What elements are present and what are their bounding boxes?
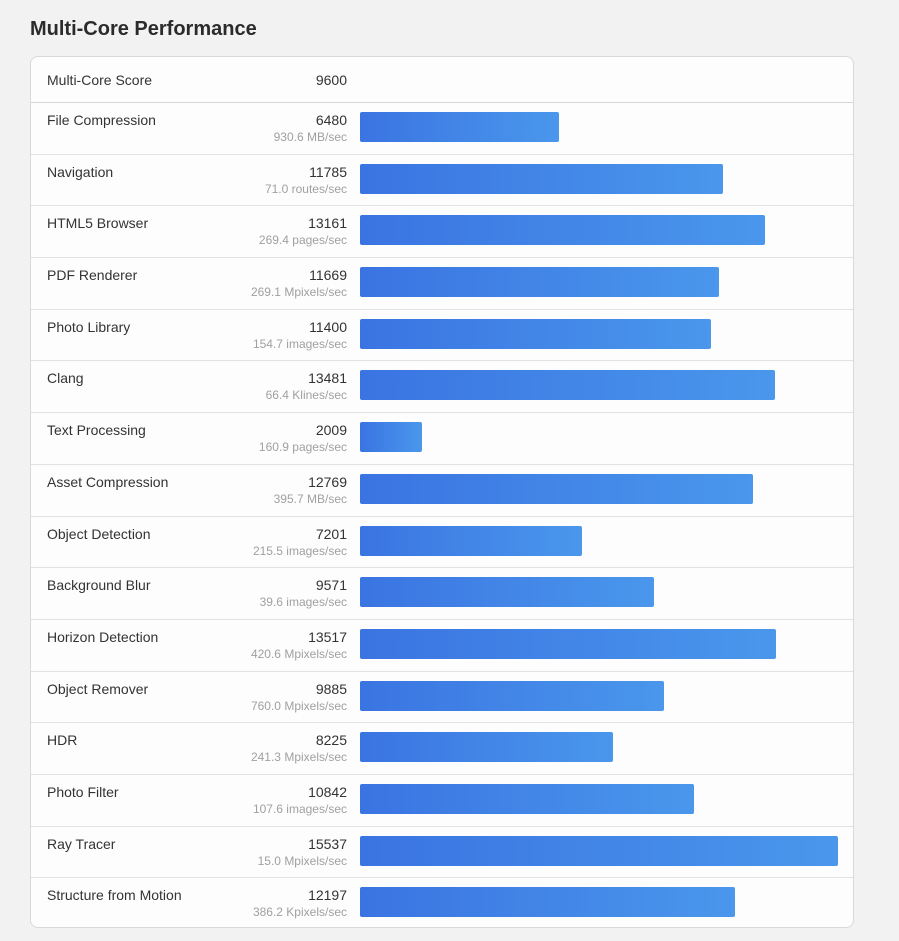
benchmark-rate: 760.0 Mpixels/sec <box>250 698 347 713</box>
summary-row: Multi-Core Score 9600 <box>31 57 853 103</box>
benchmark-name: Asset Compression <box>47 473 169 490</box>
benchmark-score: 13481 <box>308 370 347 387</box>
benchmark-row: Clang 13481 66.4 Klines/sec <box>31 361 853 414</box>
benchmark-row: Text Processing 2009 160.9 pages/sec <box>31 413 853 465</box>
benchmark-rate: 269.4 pages/sec <box>258 233 347 248</box>
benchmark-row: Photo Library 11400 154.7 images/sec <box>31 310 853 362</box>
benchmark-list: File Compression 6480 930.6 MB/sec Navigati… <box>31 103 853 927</box>
benchmark-rate: 160.9 pages/sec <box>258 440 347 455</box>
benchmark-row: Navigation 11785 71.0 routes/sec <box>31 155 853 207</box>
benchmark-bar <box>360 783 694 814</box>
benchmark-score: 7201 <box>315 525 347 542</box>
results-card: Multi-Core Score 9600 File Compression 64… <box>30 56 854 928</box>
benchmark-rate: 66.4 Klines/sec <box>265 388 347 403</box>
benchmark-name: Ray Tracer <box>47 835 116 852</box>
benchmark-row: Ray Tracer 15537 15.0 Mpixels/sec <box>31 827 853 879</box>
benchmark-bar <box>360 112 560 142</box>
summary-label: Multi-Core Score <box>47 72 153 88</box>
benchmark-score: 11785 <box>309 163 347 180</box>
benchmark-rate: 15.0 Mpixels/sec <box>257 853 347 868</box>
benchmark-rate: 269.1 Mpixels/sec <box>250 285 347 300</box>
benchmark-name: Structure from Motion <box>47 887 182 904</box>
summary-score: 9600 <box>315 72 347 88</box>
benchmark-bar <box>360 732 614 763</box>
benchmark-rate: 241.3 Mpixels/sec <box>250 750 347 765</box>
benchmark-name: Object Detection <box>47 525 151 542</box>
benchmark-score: 11400 <box>309 318 347 335</box>
benchmark-rate: 395.7 MB/sec <box>273 491 347 506</box>
benchmark-name: File Compression <box>47 112 156 128</box>
benchmark-score: 10842 <box>308 783 347 800</box>
benchmark-score: 13161 <box>308 215 347 232</box>
benchmark-row: PDF Renderer 11669 269.1 Mpixels/sec <box>31 258 853 310</box>
benchmark-rate: 71.0 routes/sec <box>264 181 347 196</box>
benchmark-row: HDR 8225 241.3 Mpixels/sec <box>31 723 853 775</box>
benchmark-name: HTML5 Browser <box>47 215 149 232</box>
benchmark-row: Photo Filter 10842 107.6 images/sec <box>31 775 853 827</box>
benchmark-row: Asset Compression 12769 395.7 MB/sec <box>31 465 853 517</box>
benchmark-rate: 107.6 images/sec <box>252 801 347 816</box>
benchmark-score: 15537 <box>308 835 347 852</box>
benchmark-row: Horizon Detection 13517 420.6 Mpixels/sec <box>31 620 853 672</box>
benchmark-row: Object Remover 9885 760.0 Mpixels/sec <box>31 672 853 724</box>
benchmark-name: PDF Renderer <box>47 267 138 284</box>
benchmark-score: 2009 <box>315 422 347 439</box>
benchmark-name: Clang <box>47 370 84 387</box>
benchmark-row: Structure from Motion 12197 386.2 Kpixels/… <box>31 878 853 927</box>
benchmark-bar <box>360 163 723 194</box>
benchmark-rate: 39.6 images/sec <box>259 595 347 610</box>
benchmark-score: 12197 <box>308 887 347 904</box>
benchmark-row: Object Detection 7201 215.5 images/sec <box>31 517 853 569</box>
benchmark-bar <box>360 628 776 659</box>
benchmark-row: File Compression 6480 930.6 MB/sec <box>31 103 853 155</box>
benchmark-score: 9885 <box>315 680 347 697</box>
benchmark-bar <box>360 835 838 866</box>
benchmark-name: Background Blur <box>47 577 151 594</box>
page-title: Multi-Core Performance <box>30 18 257 40</box>
benchmark-rate: 154.7 images/sec <box>252 336 347 351</box>
benchmark-bar <box>360 422 422 453</box>
benchmark-score: 6480 <box>315 112 347 128</box>
benchmark-bar <box>360 577 655 608</box>
benchmark-name: Object Remover <box>47 680 149 697</box>
benchmark-rate: 420.6 Mpixels/sec <box>250 646 347 661</box>
benchmark-bar <box>360 370 775 401</box>
benchmark-score: 9571 <box>315 577 347 594</box>
benchmark-bar <box>360 473 753 504</box>
benchmark-score: 11669 <box>309 267 347 284</box>
benchmark-score: 12769 <box>308 473 347 490</box>
benchmark-bar <box>360 887 736 918</box>
benchmark-name: Horizon Detection <box>47 628 159 645</box>
benchmark-score: 13517 <box>308 628 347 645</box>
benchmark-rate: 215.5 images/sec <box>252 543 347 558</box>
benchmark-name: Photo Filter <box>47 783 119 800</box>
benchmark-name: Text Processing <box>47 422 146 439</box>
benchmark-name: HDR <box>47 732 78 749</box>
benchmark-bar <box>360 215 765 246</box>
benchmark-bar <box>360 267 719 298</box>
benchmark-row: HTML5 Browser 13161 269.4 pages/sec <box>31 206 853 259</box>
benchmark-row: Background Blur 9571 39.6 images/sec <box>31 568 853 620</box>
benchmark-bar <box>360 525 582 556</box>
benchmark-rate: 386.2 Kpixels/sec <box>252 905 347 920</box>
benchmark-name: Photo Library <box>47 318 131 335</box>
benchmark-bar <box>360 318 711 349</box>
benchmark-score: 8225 <box>315 732 347 749</box>
benchmark-bar <box>360 680 665 711</box>
benchmark-name: Navigation <box>47 163 114 180</box>
benchmark-rate: 930.6 MB/sec <box>273 130 347 144</box>
